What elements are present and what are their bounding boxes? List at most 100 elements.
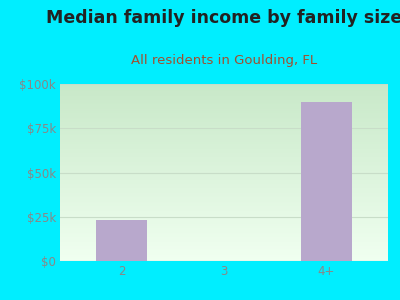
Bar (60, 96, 388, 97)
Bar (60, 212, 388, 213)
Bar (60, 183, 388, 184)
Bar (60, 102, 388, 103)
Bar (60, 224, 388, 225)
Bar (60, 238, 388, 239)
Bar (60, 229, 388, 230)
Bar (60, 219, 388, 220)
Bar (60, 250, 388, 251)
Bar (60, 152, 388, 153)
Bar (60, 169, 388, 170)
Bar (60, 147, 388, 148)
Bar (60, 122, 388, 123)
Bar (60, 125, 388, 126)
Bar (60, 236, 388, 237)
Bar (60, 132, 388, 133)
Bar (60, 101, 388, 102)
Bar (60, 97, 388, 98)
Bar (60, 99, 388, 100)
Bar (60, 185, 388, 186)
Bar (60, 118, 388, 119)
Bar (60, 234, 388, 235)
Bar (60, 246, 388, 247)
Bar (60, 115, 388, 116)
Bar (96, 220, 147, 261)
Bar (60, 242, 388, 243)
Bar (60, 199, 388, 200)
Bar (60, 171, 388, 172)
Bar (60, 95, 388, 96)
Bar (301, 102, 352, 261)
Bar (60, 209, 388, 210)
Bar (60, 116, 388, 117)
Bar (60, 257, 388, 258)
Bar (60, 241, 388, 242)
Bar (60, 217, 388, 218)
Bar (60, 190, 388, 191)
Bar (60, 228, 388, 229)
Bar (60, 226, 388, 227)
Bar (60, 136, 388, 137)
Bar (60, 124, 388, 125)
Bar (60, 139, 388, 140)
Bar (60, 112, 388, 113)
Bar (60, 175, 388, 176)
Bar (60, 133, 388, 134)
Bar (60, 94, 388, 95)
Bar (60, 135, 388, 136)
Bar (60, 144, 388, 145)
Bar (60, 223, 388, 224)
Bar (60, 215, 388, 216)
Bar (60, 109, 388, 110)
Bar (60, 114, 388, 115)
Bar (60, 194, 388, 195)
Bar (60, 202, 388, 203)
Bar (60, 230, 388, 231)
Bar (60, 103, 388, 104)
Bar (60, 156, 388, 157)
Bar (60, 130, 388, 131)
Bar (60, 141, 388, 142)
Bar (60, 119, 388, 120)
Bar (60, 85, 388, 86)
Bar (60, 198, 388, 199)
Bar (60, 225, 388, 226)
Bar (60, 121, 388, 122)
Bar (60, 155, 388, 156)
Bar (60, 244, 388, 245)
Bar (60, 153, 388, 154)
Bar (60, 89, 388, 90)
Bar (60, 86, 388, 87)
Bar (60, 213, 388, 214)
Bar (60, 105, 388, 106)
Bar (60, 158, 388, 159)
Bar (60, 201, 388, 202)
Bar (60, 159, 388, 160)
Bar (60, 142, 388, 143)
Bar (60, 165, 388, 166)
Bar (60, 131, 388, 132)
Bar (60, 189, 388, 190)
Bar (60, 134, 388, 135)
Bar (60, 180, 388, 181)
Bar (60, 182, 388, 183)
Bar (60, 173, 388, 174)
Bar (60, 129, 388, 130)
Bar (60, 218, 388, 219)
Bar (60, 166, 388, 167)
Bar (60, 91, 388, 92)
Bar (60, 84, 388, 85)
Bar (60, 151, 388, 152)
Bar (60, 150, 388, 151)
Bar (60, 90, 388, 91)
Bar (60, 163, 388, 164)
Bar (60, 211, 388, 212)
Bar (60, 168, 388, 169)
Bar (60, 243, 388, 244)
Bar (60, 240, 388, 241)
Bar (60, 179, 388, 180)
Bar (60, 222, 388, 223)
Bar (60, 210, 388, 211)
Bar (60, 93, 388, 94)
Bar (60, 100, 388, 101)
Bar (60, 247, 388, 248)
